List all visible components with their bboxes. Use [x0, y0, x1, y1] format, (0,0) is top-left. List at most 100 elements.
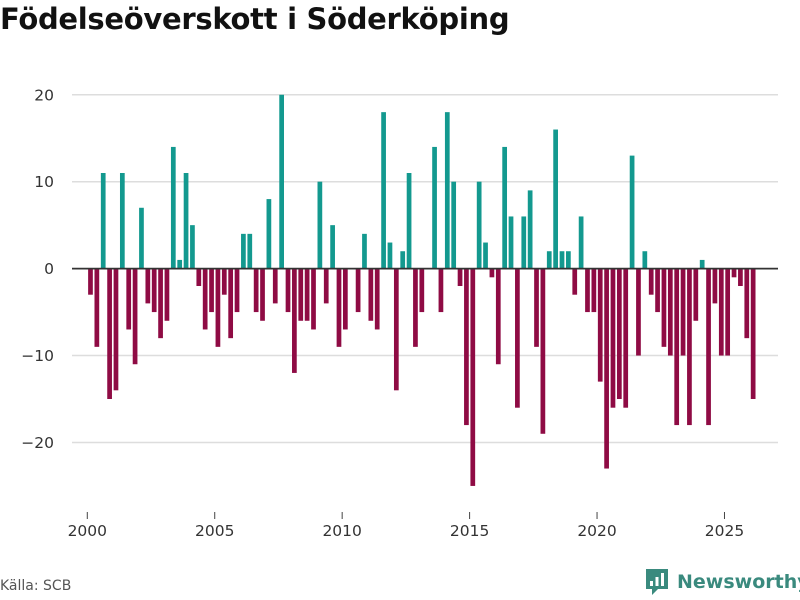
bar — [393, 268, 399, 391]
x-tick-label: 2000 — [68, 522, 107, 540]
bar — [680, 268, 686, 356]
bar — [706, 268, 711, 426]
bar — [190, 225, 195, 269]
bar — [292, 268, 297, 373]
bar — [145, 268, 151, 304]
bar — [718, 268, 724, 356]
bar — [432, 146, 437, 269]
bar — [311, 268, 316, 330]
bar — [177, 259, 183, 269]
bar — [578, 216, 584, 269]
bar — [464, 268, 469, 426]
brand-name: Newsworthy — [677, 571, 800, 593]
bar — [712, 268, 718, 304]
bar — [266, 199, 272, 269]
bars — [88, 94, 756, 486]
bar — [228, 268, 234, 339]
bar — [215, 268, 221, 347]
bar — [438, 268, 444, 313]
bar — [298, 268, 304, 321]
bar — [572, 268, 578, 295]
y-tick-label: −10 — [21, 347, 54, 365]
brand-logo[interactable]: Newsworthy — [644, 568, 800, 596]
bar — [546, 251, 552, 269]
bar — [362, 233, 367, 269]
bar — [387, 242, 393, 269]
bar — [196, 268, 202, 286]
bar — [750, 268, 756, 399]
bar — [304, 268, 310, 321]
bar — [655, 268, 660, 313]
y-tick-label: −20 — [21, 434, 54, 452]
bar — [508, 216, 514, 269]
bar — [183, 173, 189, 269]
bar — [489, 268, 495, 278]
bar — [521, 216, 527, 269]
bar — [444, 112, 450, 269]
bar — [158, 268, 163, 339]
bar — [126, 268, 132, 330]
bar — [355, 268, 361, 313]
bar — [470, 268, 476, 486]
bar — [202, 268, 208, 330]
bar — [241, 233, 246, 269]
bar — [260, 268, 265, 321]
bar — [209, 268, 214, 313]
bar — [661, 268, 667, 347]
bar — [540, 268, 546, 434]
bar — [687, 268, 692, 426]
newsworthy-logo-icon — [646, 569, 668, 595]
bar — [585, 268, 590, 313]
bar — [317, 181, 323, 269]
bar — [107, 268, 112, 399]
x-tick-label: 2015 — [450, 522, 489, 540]
bar — [553, 129, 558, 269]
bar — [400, 251, 406, 269]
bar — [591, 268, 597, 313]
bar — [88, 268, 93, 295]
bar — [151, 268, 157, 313]
bar — [515, 268, 520, 408]
bar — [731, 268, 737, 278]
bar — [272, 268, 278, 304]
bar — [451, 181, 457, 269]
bar — [247, 233, 253, 269]
bar — [674, 268, 680, 426]
x-tick-label: 2010 — [322, 522, 361, 540]
bar — [623, 268, 629, 408]
bar — [113, 268, 119, 391]
bar — [374, 268, 380, 330]
chart-title: Födelseöverskott i Söderköping — [0, 2, 510, 36]
bar — [616, 268, 622, 399]
bar — [642, 251, 648, 269]
y-axis-ticks: 20 10 0 −10 −20 — [21, 86, 54, 452]
y-tick-label: 10 — [34, 173, 54, 191]
bar — [170, 146, 176, 269]
bar — [330, 225, 335, 269]
bar — [636, 268, 641, 356]
bar — [699, 259, 705, 269]
bar — [164, 268, 170, 321]
bar — [610, 268, 616, 408]
bar — [502, 146, 508, 269]
bar — [534, 268, 539, 347]
bar — [738, 268, 743, 286]
bar — [234, 268, 240, 313]
y-tick-label: 20 — [34, 86, 54, 104]
bar — [648, 268, 654, 295]
x-tick-label: 2005 — [195, 522, 234, 540]
bar — [279, 94, 284, 269]
bar — [457, 268, 463, 286]
bar — [221, 268, 227, 295]
bar — [253, 268, 259, 313]
source-note: Källa: SCB — [0, 578, 72, 594]
bar — [285, 268, 291, 313]
bar — [419, 268, 425, 313]
bar — [100, 173, 106, 269]
bar — [566, 251, 571, 269]
x-axis-ticks: 2000 2005 2010 2015 2020 2025 — [68, 512, 744, 540]
bar — [597, 268, 603, 382]
bar — [368, 268, 374, 321]
bar — [476, 181, 482, 269]
